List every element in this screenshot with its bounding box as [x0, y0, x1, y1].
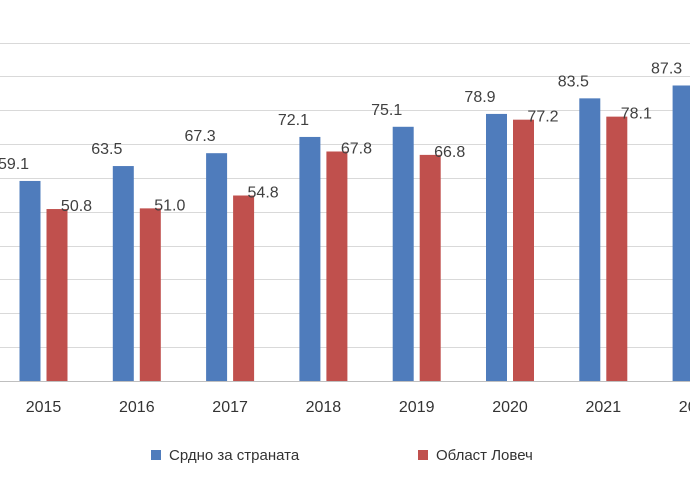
data-label-series-2: 66.8: [434, 144, 465, 161]
bars: [19, 85, 690, 382]
data-label-series-2: 54.8: [248, 185, 279, 202]
data-label-series-1: 67.3: [185, 128, 216, 145]
bar-series-1: [299, 136, 321, 381]
legend-item-series-2: Област Ловеч: [418, 444, 533, 466]
data-label-series-1: 78.9: [464, 89, 495, 106]
data-label-series-2: 78.1: [621, 106, 652, 123]
data-label-series-1: 75.1: [371, 102, 402, 119]
legend-label-series-1: Срдно за страната: [169, 446, 300, 464]
x-tick-labels: 2015 2016 2017 2018 2019 2020 2021 2022: [26, 399, 690, 416]
data-label-series-1: 87.3: [651, 60, 682, 77]
legend-label-series-2: Област Ловеч: [436, 446, 533, 464]
bar-series-2: [513, 119, 534, 381]
bar-series-1: [392, 126, 414, 381]
bar-series-2: [326, 151, 348, 381]
x-tick-label: 2019: [399, 399, 435, 416]
legend: Срдно за страната Област Ловеч: [0, 444, 690, 468]
bar-series-2: [139, 208, 161, 381]
bar-series-1: [579, 98, 601, 381]
x-tick-label: 2020: [492, 399, 528, 416]
bar-series-1: [112, 166, 134, 381]
chart-area: 59.1 50.8 63.5 51.0 67.3 54.8 72.1 67.8 75.1 66.8…: [0, 43, 690, 416]
bar-series-1: [486, 113, 507, 382]
data-label-series-1: 63.5: [91, 141, 122, 158]
data-label-series-1: 59.1: [0, 156, 29, 173]
x-tick-label: 2015: [26, 399, 62, 416]
bar-series-2: [233, 195, 255, 381]
data-labels: 59.1 50.8 63.5 51.0 67.3 54.8 72.1 67.8 75.1 66.8…: [0, 60, 682, 215]
data-label-series-1: 83.5: [558, 73, 589, 90]
data-label-series-2: 51.0: [154, 197, 185, 214]
bar-series-1: [206, 153, 228, 381]
data-label-series-2: 50.8: [61, 198, 92, 215]
legend-item-series-1: Срдно за страната: [151, 444, 299, 466]
bar-series-2: [419, 154, 441, 381]
x-tick-label: 2021: [586, 399, 622, 416]
x-tick-label: 2017: [212, 399, 248, 416]
bar-series-1: [672, 85, 690, 381]
data-label-series-2: 77.2: [527, 109, 558, 126]
x-tick-label: 2022: [679, 399, 690, 416]
legend-swatch-series-2: [418, 450, 428, 460]
data-label-series-1: 72.1: [278, 112, 309, 129]
bar-series-2: [606, 116, 628, 381]
x-tick-label: 2018: [306, 399, 342, 416]
bar-series-1: [19, 180, 41, 381]
x-tick-label: 2016: [119, 399, 155, 416]
data-label-series-2: 67.8: [341, 140, 372, 157]
legend-swatch-series-1: [151, 450, 161, 460]
bar-series-2: [46, 209, 68, 381]
